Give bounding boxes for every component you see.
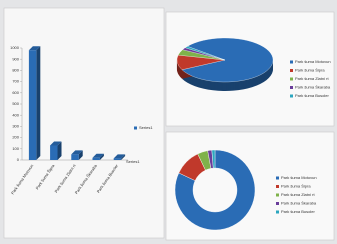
- y-tick-label: 800: [12, 67, 19, 72]
- legend-label: Park šuma Šipra: [295, 68, 325, 73]
- legend-swatch: [276, 211, 279, 214]
- legend-label: Park šuma Busoler: [281, 209, 315, 214]
- screen: 01002003004005006007008009001000Park šum…: [0, 0, 337, 244]
- legend-swatch: [134, 127, 137, 130]
- legend-swatch: [290, 61, 293, 64]
- bar-side: [36, 46, 40, 160]
- legend-swatch: [276, 202, 279, 205]
- legend-swatch: [276, 177, 279, 180]
- legend-label: Park šuma Škaraba: [295, 85, 331, 90]
- y-tick-label: 400: [12, 112, 19, 117]
- legend-swatch: [290, 86, 293, 89]
- legend-label: Park šuma Šipra: [281, 184, 311, 189]
- y-tick-label: 500: [12, 101, 19, 106]
- legend-label: Series1: [139, 125, 153, 130]
- legend-label: Park šuma Motovun: [281, 175, 317, 180]
- bar: [114, 158, 121, 160]
- bar: [71, 154, 78, 160]
- y-tick-label: 200: [12, 135, 19, 140]
- y-tick-label: 300: [12, 123, 19, 128]
- legend-label: Series1: [126, 159, 140, 164]
- legend-swatch: [290, 78, 293, 81]
- y-tick-label: 600: [12, 90, 19, 95]
- y-tick-label: 900: [12, 56, 19, 61]
- bar-panel: [4, 8, 164, 238]
- legend-swatch: [276, 194, 279, 197]
- y-tick-label: 100: [12, 146, 19, 151]
- legend-label: Park šuma Zlatni rt: [281, 192, 315, 197]
- bar: [50, 145, 57, 160]
- bar: [29, 50, 36, 160]
- legend-label: Park šuma Škaraba: [281, 201, 317, 206]
- legend-swatch: [276, 185, 279, 188]
- legend-swatch: [290, 69, 293, 72]
- legend-label: Park šuma Zlatni rt: [295, 76, 329, 81]
- y-tick-label: 1000: [10, 45, 20, 50]
- legend-label: Park šuma Motovun: [295, 59, 331, 64]
- legend-swatch: [290, 95, 293, 98]
- legend-label: Park šuma Busoler: [295, 93, 329, 98]
- y-tick-label: 700: [12, 79, 19, 84]
- bar: [92, 158, 99, 160]
